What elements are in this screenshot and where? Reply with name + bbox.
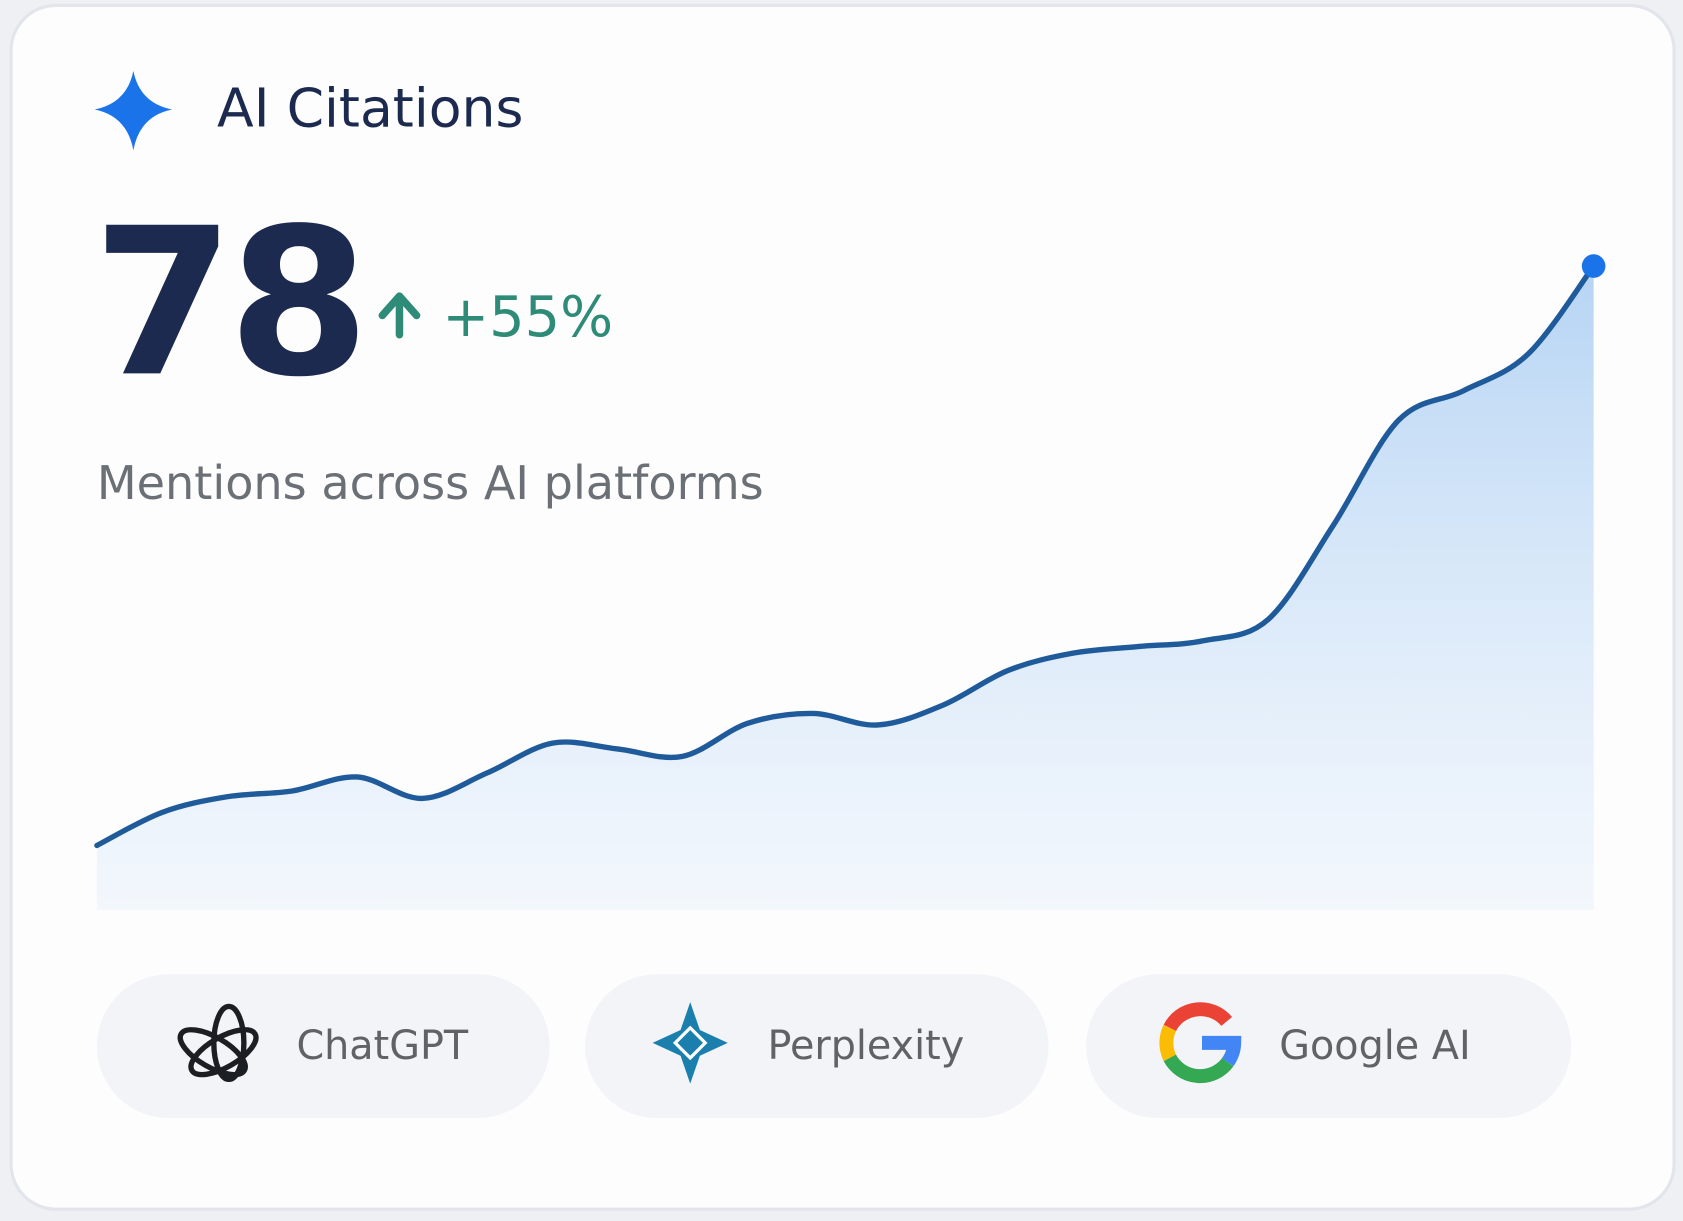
pill-background[interactable] (585, 974, 1049, 1118)
pill-background[interactable] (96, 974, 550, 1118)
sparkle-icon (94, 70, 172, 151)
metric-value: 78 (93, 185, 364, 422)
pill-label: Google AI (1279, 1023, 1470, 1069)
google-icon (1159, 1002, 1242, 1084)
pill-label: Perplexity (767, 1023, 964, 1069)
chatgpt-icon (177, 1003, 259, 1083)
card-title: AI Citations (217, 77, 523, 140)
perplexity-icon (652, 1002, 728, 1084)
pill-label: ChatGPT (296, 1023, 468, 1069)
end-point (1581, 254, 1606, 278)
perplexity-icon-inner (672, 1025, 708, 1061)
up-arrow-icon (378, 292, 421, 339)
trend-chart (94, 254, 1606, 910)
metric-caption: Mentions across AI platforms (97, 456, 764, 510)
metric-change: +55% (442, 285, 613, 350)
line (94, 263, 1597, 849)
platform-pill[interactable]: Google AI (1086, 974, 1572, 1118)
area (96, 266, 1594, 910)
platform-pill[interactable]: ChatGPT (96, 974, 550, 1118)
platform-pill[interactable]: Perplexity (585, 974, 1049, 1118)
